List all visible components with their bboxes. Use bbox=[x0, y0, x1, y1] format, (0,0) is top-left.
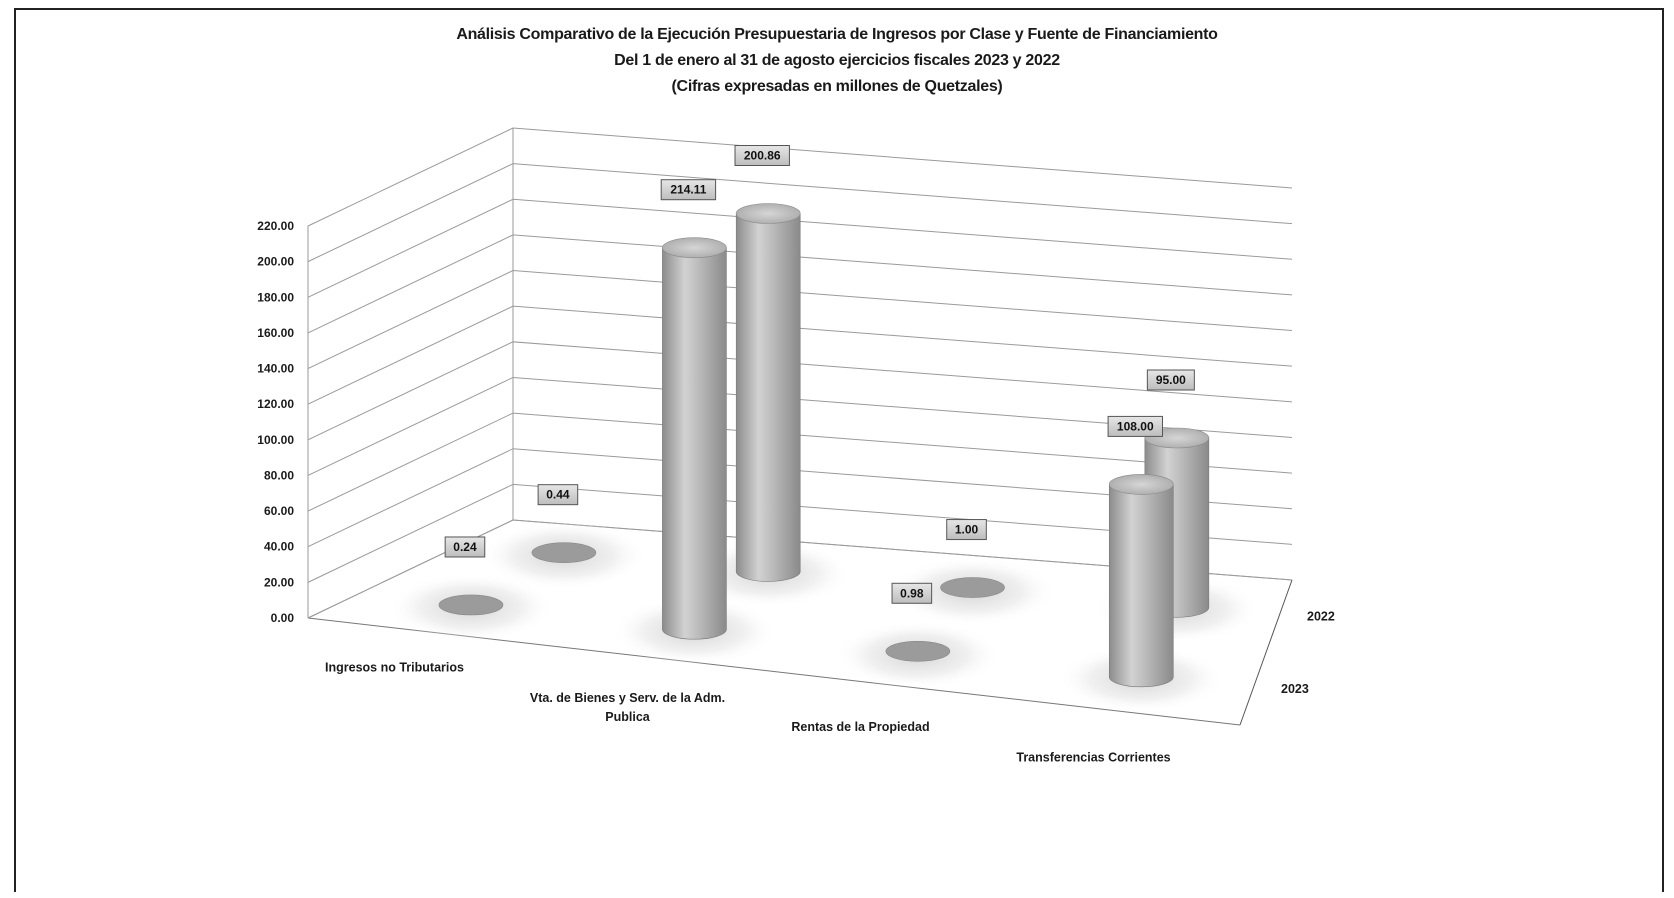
category-label: Ingresos no Tributarios bbox=[325, 660, 464, 674]
data-label: 0.44 bbox=[546, 488, 570, 502]
chart-title: Análisis Comparativo de la Ejecución Pre… bbox=[456, 26, 1218, 43]
y-tick-label: 20.00 bbox=[264, 575, 294, 589]
y-tick-label: 140.00 bbox=[257, 362, 294, 376]
bar-body bbox=[1108, 484, 1174, 688]
axes: 0.00 20.00 40.00 60.00 80.00 100.00 120.00 140.… bbox=[257, 128, 1335, 765]
data-label: 1.00 bbox=[955, 523, 979, 537]
bar-disc bbox=[438, 594, 504, 616]
chart-frame bbox=[14, 8, 1664, 892]
y-tick-label: 120.00 bbox=[257, 397, 294, 411]
series-axis-label: 2022 bbox=[1307, 609, 1335, 623]
data-label-box bbox=[891, 582, 933, 604]
data-label-box bbox=[1107, 415, 1163, 437]
bar-disc bbox=[885, 640, 951, 662]
data-label: 108.00 bbox=[1117, 419, 1154, 433]
data-label: 0.24 bbox=[453, 540, 477, 554]
y-tick-label: 40.00 bbox=[264, 540, 294, 554]
data-label-box bbox=[537, 484, 579, 506]
series-axis-label: 2023 bbox=[1281, 682, 1309, 696]
data-label-box bbox=[734, 145, 790, 167]
chart-subtitle: Del 1 de enero al 31 de agosto ejercicio… bbox=[614, 52, 1060, 69]
y-tick-label: 200.00 bbox=[257, 255, 294, 269]
data-label-box bbox=[660, 179, 717, 201]
bar-top bbox=[662, 237, 727, 259]
y-tick-label: 100.00 bbox=[257, 433, 294, 447]
chart-units-note: (Cifras expresadas en millones de Quetza… bbox=[671, 78, 1003, 95]
data-label: 214.11 bbox=[670, 183, 706, 197]
y-tick-label: 0.00 bbox=[271, 611, 295, 625]
bar-body bbox=[662, 247, 727, 640]
category-label: Vta. de Bienes y Serv. de la Adm. bbox=[530, 691, 725, 705]
category-label: Publica bbox=[605, 710, 651, 724]
gridline bbox=[307, 127, 1293, 227]
data-label-box bbox=[946, 519, 987, 541]
floor-left-edge bbox=[307, 519, 514, 619]
bars bbox=[387, 203, 1261, 713]
data-label: 0.98 bbox=[900, 586, 924, 600]
data-label-box bbox=[1146, 369, 1195, 391]
data-label: 200.86 bbox=[744, 149, 781, 163]
bar-top bbox=[735, 203, 801, 224]
category-label: Transferencias Corrientes bbox=[1016, 751, 1170, 765]
category-label: Rentas de la Propiedad bbox=[791, 720, 929, 734]
data-labels: 0.44 200.86 1.00 95.00 0.24 214.11 0.98 108.00 bbox=[444, 145, 1195, 604]
chart-titles: Análisis Comparativo de la Ejecución Pre… bbox=[0, 22, 1674, 100]
bar-top bbox=[1108, 474, 1174, 495]
y-tick-label: 220.00 bbox=[257, 219, 294, 233]
data-label-box bbox=[444, 536, 486, 558]
y-tick-label: 180.00 bbox=[257, 290, 294, 304]
depth-axis-line bbox=[1239, 579, 1293, 726]
bar-body bbox=[735, 213, 801, 582]
y-tick-label: 80.00 bbox=[264, 468, 294, 482]
y-tick-label: 60.00 bbox=[264, 504, 294, 518]
data-label: 95.00 bbox=[1156, 373, 1186, 387]
bar-disc bbox=[531, 542, 597, 563]
y-tick-label: 160.00 bbox=[257, 326, 294, 340]
bar-disc bbox=[940, 577, 1005, 598]
